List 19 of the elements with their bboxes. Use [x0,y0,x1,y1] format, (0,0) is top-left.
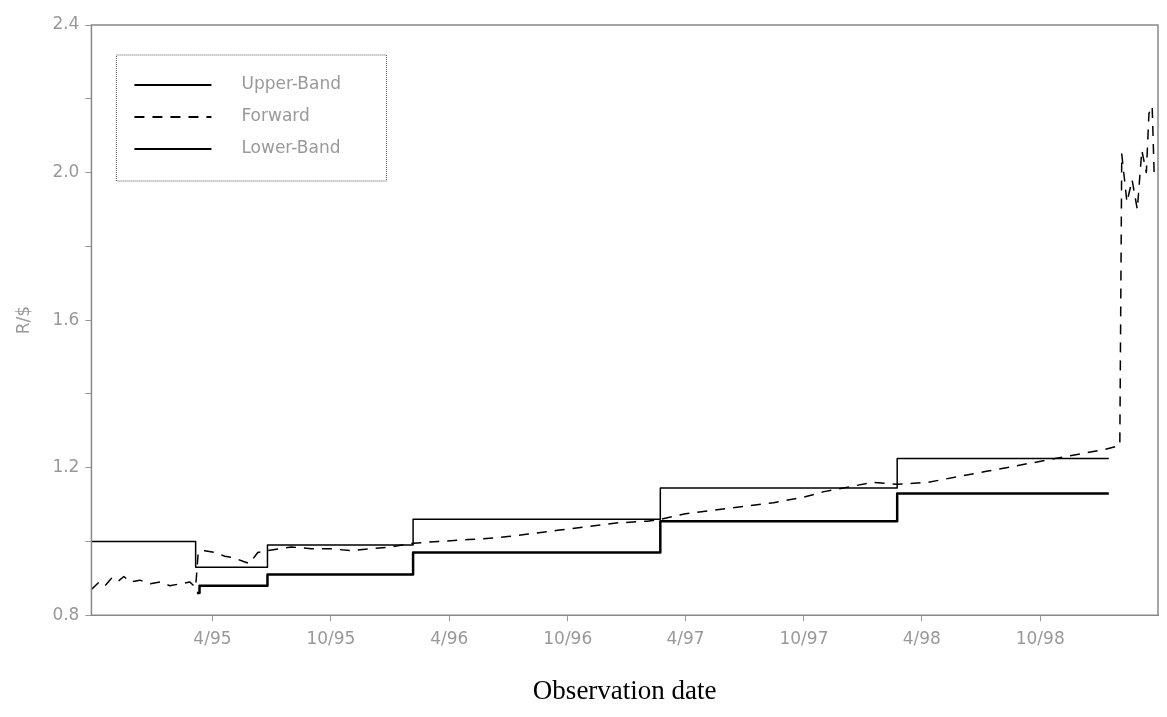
x-tick-label: 4/95 [193,627,232,648]
x-tick-label: 10/98 [1015,627,1065,648]
x-tick-label: 4/96 [430,627,469,648]
x-tick-label: 10/97 [779,627,829,648]
y-tick-label: 1.2 [52,456,80,477]
y-tick-label: 2.4 [52,13,80,34]
legend-label: Upper-Band [241,73,341,94]
legend-label: Forward [241,105,310,126]
y-tick-label: 2.0 [52,160,80,181]
x-tick-label: 10/95 [306,627,356,648]
line-series [91,105,1155,591]
y-axis-title: R/$ [12,305,33,335]
y-tick-label: 1.6 [52,308,80,329]
x-axis-title: Observation date [532,674,717,705]
legend-label: Lower-Band [241,137,341,158]
x-tick-label: 4/98 [902,627,941,648]
y-tick-label: 0.8 [52,603,80,624]
x-tick-label: 4/97 [666,627,705,648]
x-tick-label: 10/96 [543,627,593,648]
